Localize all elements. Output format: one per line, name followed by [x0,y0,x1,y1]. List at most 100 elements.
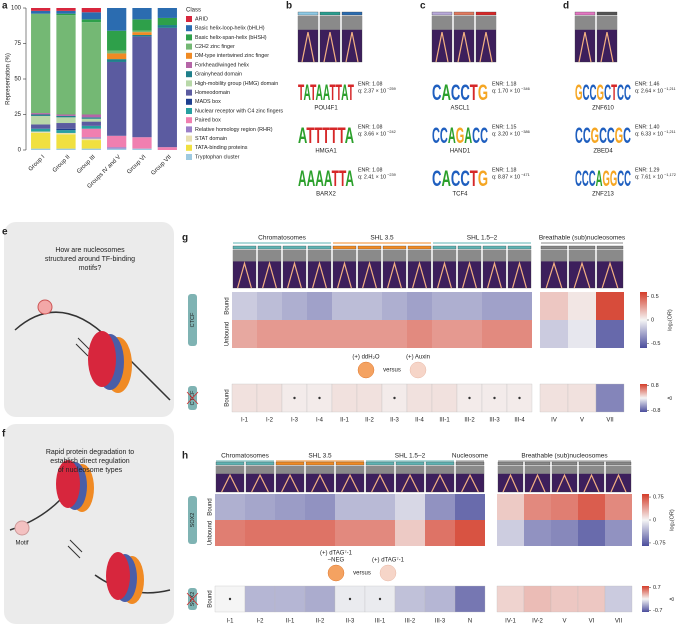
thumbnail-top [383,250,406,262]
bar-segment [31,131,51,133]
thumbnail-pattern [281,473,299,493]
thumbnail-bar [453,11,475,16]
column-label: III-4 [514,418,525,424]
motif-q-exponent: −239 [387,173,396,177]
legend-title: Class [186,8,201,14]
treatment-label: (+) dTAG⁷-1 [372,557,405,564]
colorbar-tick-label: -0.7 [653,608,662,614]
bar-segment [81,137,101,139]
motif-q: q: 2.64 × 10 [635,88,663,94]
thumbnail-top [246,466,274,474]
thumbnail-bar [605,461,632,466]
thumbnail-pattern [311,473,329,493]
heatmap-cell [275,494,305,520]
bar-segment [157,27,177,148]
delta-cell [431,383,458,413]
legend-label: Forkhead/winged helix [195,62,249,68]
thumbnail-pattern [437,261,452,289]
bar-segment [157,8,177,18]
legend-swatch [186,117,192,124]
thumbnail-top [298,16,318,30]
heatmap-cell [457,292,482,320]
legend-label: Relative homology region (RHR) [195,127,273,133]
thumbnail-pattern [237,261,252,289]
thumbnail-pattern [371,473,389,493]
column-label: IV-1 [505,619,516,625]
heatmap-cell [596,320,624,348]
column-label: V [580,418,584,424]
delta-cell [539,383,569,413]
legend-swatch [186,25,192,32]
motif-name: ZBED4 [593,149,613,155]
section-header: Nucleosome [452,453,489,460]
bar-segment [31,13,51,114]
colorbar [640,292,647,348]
bar-segment [81,22,101,115]
legend-label: Tryptophan cluster [195,154,240,160]
thumbnail-top [597,16,617,30]
bar-segment [132,137,152,149]
bar-segment [81,8,101,13]
delta-cell [523,585,552,613]
panel-letter: g [182,233,188,244]
column-label: I-4 [316,418,324,424]
thumbnail-pattern [512,261,527,289]
motif-label: Motif [15,541,28,547]
thumbnail-bar [457,245,482,250]
thumbnail-top [342,16,362,30]
thumbnail-bar [507,245,532,250]
thumbnail-top [426,466,454,474]
thumbnail-pattern [487,261,502,289]
thumbnail-bar [596,11,618,16]
heatmap-cell [257,320,282,348]
motif-enr: ENR: 1.08 [358,124,382,130]
panel-letter: c [420,1,426,12]
motif-q-exponent: −1,172 [664,173,676,177]
motif-logo: AAAATTA [298,166,354,191]
heatmap-cell [305,520,335,546]
thumbnail-pattern [287,261,302,289]
thumbnail-pattern [556,473,573,493]
thumbnail-bar [275,461,305,466]
heatmap-cell [568,320,596,348]
heatmap-cell [232,292,257,320]
bar-segment [81,114,101,118]
motif-name: ZNF213 [592,192,614,198]
heatmap-cell [257,292,282,320]
motif-enr: ENR: 1.18 [492,81,516,87]
heatmap-cell [551,494,578,520]
bar-segment [81,138,101,141]
motif-enr: ENR: 1.08 [358,81,382,87]
column-label: III-1 [375,619,386,625]
thumbnail-top [458,250,481,262]
bar-segment [56,117,76,124]
column-label: I-3 [291,418,299,424]
thumbnail-bar [245,461,275,466]
row-label: Unbound [208,521,214,545]
heatmap-cell [605,494,632,520]
column-label: IV [551,418,557,424]
thumbnail-bar [551,461,578,466]
significance-dot [378,597,382,601]
thumbnail-pattern [435,31,449,63]
column-label: III-2 [464,418,475,424]
motif-logo: GCCGCTCC [575,80,631,105]
section-header: SHL 3.5 [370,235,394,242]
legend-label: MADS box [195,99,221,105]
column-label: IV-2 [532,619,543,625]
motif-name: BARX2 [316,192,336,198]
motif-q: q: 8.87 × 10 [492,174,520,180]
bar-segment [56,114,76,116]
x-tick-label: Group III [76,154,97,175]
heatmap-cell [605,520,632,546]
motif-name: ZNF610 [592,106,614,112]
heatmap-cell [578,520,605,546]
row-label: Bound [225,297,231,314]
legend-label: Nuclear receptor with C4 zinc fingers [195,108,283,114]
thumbnail-pattern [461,473,479,493]
bar-segment [107,135,127,148]
motif-enr: ENR: 1.46 [635,81,659,87]
column-label: III-3 [489,418,500,424]
heatmap-cell [307,320,332,348]
delta-cell [244,585,276,613]
